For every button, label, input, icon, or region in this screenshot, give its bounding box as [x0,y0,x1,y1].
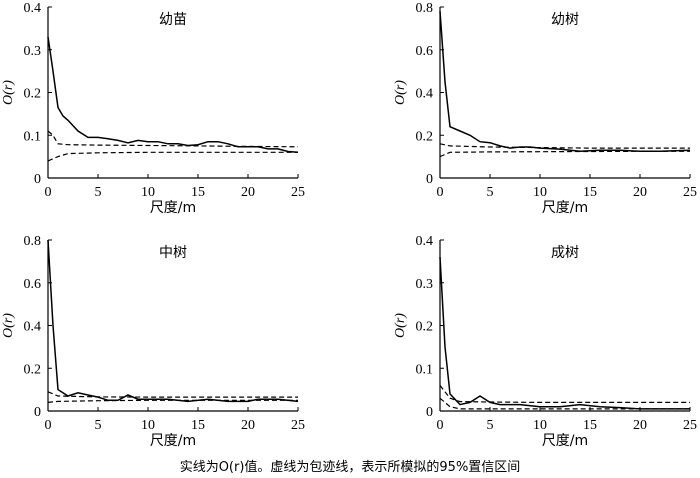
x-tick-label: 0 [45,185,52,200]
series-line-observed [47,36,299,154]
y-tick-label: 0.1 [416,362,434,377]
y-axis-label: O(r) [1,80,16,105]
x-tick-label: 20 [241,185,255,200]
y-tick-label: 0 [426,172,433,187]
subplot-title: 幼苗 [159,12,187,28]
y-axis-label: O(r) [1,313,16,338]
y-tick-label: 0.6 [416,44,434,59]
series-line-observed [439,257,690,410]
subplot-title: 成树 [551,245,579,261]
x-axis-label: 尺度/m [542,200,588,216]
x-tick-label: 5 [95,185,102,200]
y-tick-label: 0.1 [24,129,42,144]
y-tick-label: 0.2 [416,320,434,335]
x-tick-label: 25 [291,185,305,200]
series-line-upper-envelope [47,391,298,398]
y-tick-label: 0.4 [416,234,434,249]
y-tick-label: 0 [426,405,433,420]
series-line-lower-envelope [439,150,690,158]
series-line-observed [439,11,691,153]
y-tick-label: 0.4 [24,320,42,335]
series-line-observed [47,239,299,403]
x-tick-label: 5 [487,418,494,433]
y-tick-label: 0 [34,405,41,420]
subplot-title: 中树 [159,245,187,261]
y-tick-label: 0.6 [24,277,42,292]
x-tick-label: 10 [533,185,547,200]
x-tick-label: 10 [533,418,547,433]
y-tick-label: 0.3 [416,277,434,292]
y-tick-label: 0 [34,172,41,187]
y-tick-label: 0.2 [24,362,42,377]
x-tick-label: 0 [437,185,444,200]
x-tick-label: 20 [241,418,255,433]
series-line-upper-envelope [439,143,690,149]
x-tick-label: 0 [45,418,52,433]
x-tick-label: 5 [95,418,102,433]
series-line-lower-envelope [47,399,298,403]
x-tick-label: 0 [437,418,444,433]
subplot-title: 幼树 [551,12,579,28]
series-line-lower-envelope [47,151,298,162]
y-tick-label: 0.8 [416,1,434,16]
x-tick-label: 10 [141,418,155,433]
y-tick-label: 0.4 [24,1,42,16]
series-line-upper-envelope [439,385,690,403]
x-tick-label: 25 [683,418,697,433]
x-tick-label: 25 [291,418,305,433]
x-tick-label: 15 [191,185,205,200]
x-axis-label: 尺度/m [150,200,196,216]
y-axis-label: O(r) [393,80,408,105]
y-tick-label: 0.3 [24,44,42,59]
x-tick-label: 15 [191,418,205,433]
series-line-upper-envelope [47,130,299,148]
figure-caption: 实线为O(r)值。虚线为包迹线，表示所模拟的95%置信区间 [179,460,521,475]
x-tick-label: 10 [141,185,155,200]
y-axis-label: O(r) [393,313,408,338]
x-axis-label: 尺度/m [542,433,588,449]
x-tick-label: 20 [633,185,647,200]
series-line-lower-envelope [439,397,690,410]
x-axis-label: 尺度/m [150,433,196,449]
x-tick-label: 5 [487,185,494,200]
y-tick-label: 0.2 [24,87,42,102]
x-tick-label: 25 [683,185,697,200]
x-tick-label: 15 [583,185,597,200]
x-tick-label: 20 [633,418,647,433]
y-tick-label: 0.2 [416,129,434,144]
x-tick-label: 15 [583,418,597,433]
y-tick-label: 0.4 [416,87,434,102]
y-tick-label: 0.8 [24,234,42,249]
